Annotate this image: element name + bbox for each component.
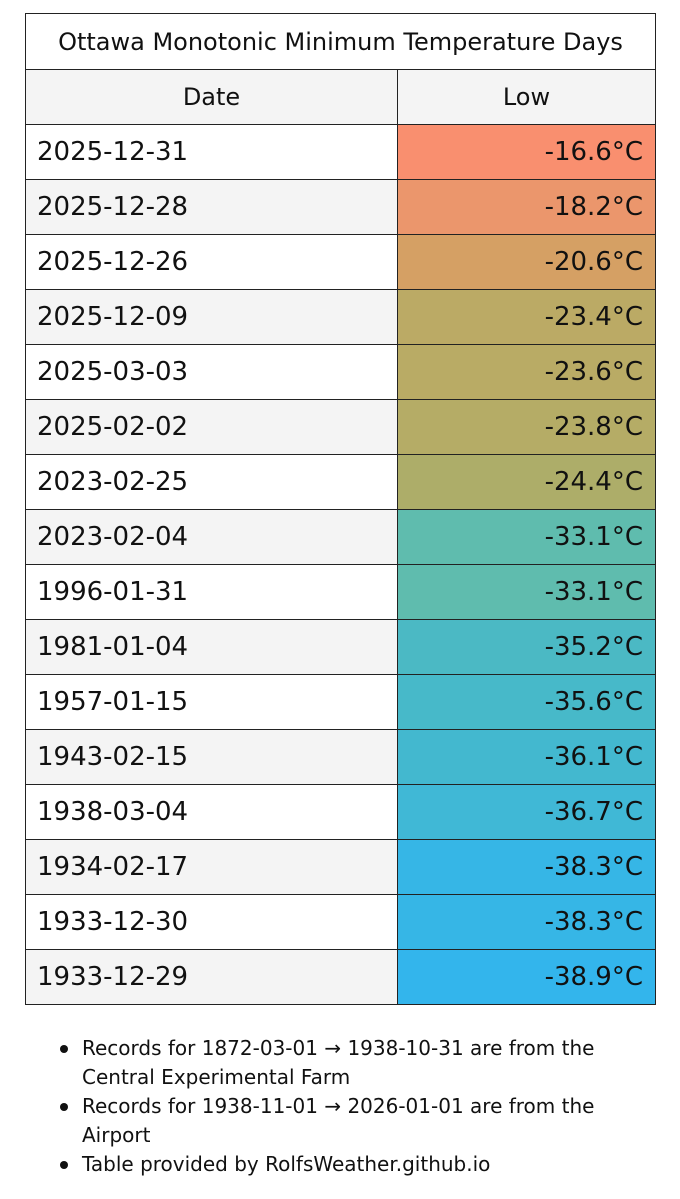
table-row: 1943-02-15 -36.1°C [25, 729, 656, 785]
table-row: 2025-03-03 -23.6°C [25, 344, 656, 400]
table-body: 2025-12-31 -16.6°C 2025-12-28 -18.2°C 2025-1… [25, 124, 656, 1005]
date-cell: 1934-02-17 [25, 839, 398, 895]
table-row: 1934-02-17 -38.3°C [25, 839, 656, 895]
table-row: 2023-02-25 -24.4°C [25, 454, 656, 510]
notes-list: Records for 1872-03-01 → 1938-10-31 are … [57, 1034, 657, 1179]
note-item: Records for 1938-11-01 → 2026-01-01 are … [57, 1092, 657, 1150]
table-row: 1938-03-04 -36.7°C [25, 784, 656, 840]
table-row: 1957-01-15 -35.6°C [25, 674, 656, 730]
low-temperature-cell: -20.6°C [397, 234, 656, 290]
low-temperature-cell: -23.6°C [397, 344, 656, 400]
table-row: 2023-02-04 -33.1°C [25, 509, 656, 565]
low-temperature-cell: -35.2°C [397, 619, 656, 675]
temperature-table: Ottawa Monotonic Minimum Temperature Day… [25, 13, 656, 1005]
table-header-row: Date Low [25, 69, 656, 125]
low-temperature-cell: -36.1°C [397, 729, 656, 785]
column-header-low: Low [397, 69, 656, 125]
date-cell: 1957-01-15 [25, 674, 398, 730]
date-cell: 2025-03-03 [25, 344, 398, 400]
low-temperature-cell: -38.3°C [397, 894, 656, 950]
date-cell: 1933-12-30 [25, 894, 398, 950]
low-temperature-cell: -33.1°C [397, 509, 656, 565]
date-cell: 2023-02-25 [25, 454, 398, 510]
low-temperature-cell: -38.9°C [397, 949, 656, 1005]
temperature-table-container: Ottawa Monotonic Minimum Temperature Day… [25, 13, 656, 1005]
date-cell: 2025-12-28 [25, 179, 398, 235]
table-row: 2025-12-28 -18.2°C [25, 179, 656, 235]
note-item: Records for 1872-03-01 → 1938-10-31 are … [57, 1034, 657, 1092]
low-temperature-cell: -35.6°C [397, 674, 656, 730]
low-temperature-cell: -38.3°C [397, 839, 656, 895]
date-cell: 2025-12-09 [25, 289, 398, 345]
low-temperature-cell: -23.4°C [397, 289, 656, 345]
date-cell: 2023-02-04 [25, 509, 398, 565]
table-row: 2025-12-26 -20.6°C [25, 234, 656, 290]
date-cell: 1933-12-29 [25, 949, 398, 1005]
date-cell: 2025-02-02 [25, 399, 398, 455]
table-row: 2025-02-02 -23.8°C [25, 399, 656, 455]
column-header-date: Date [25, 69, 398, 125]
table-row: 1933-12-29 -38.9°C [25, 949, 656, 1005]
table-row: 2025-12-31 -16.6°C [25, 124, 656, 180]
table-title: Ottawa Monotonic Minimum Temperature Day… [25, 13, 656, 70]
table-row: 1996-01-31 -33.1°C [25, 564, 656, 620]
low-temperature-cell: -36.7°C [397, 784, 656, 840]
table-row: 2025-12-09 -23.4°C [25, 289, 656, 345]
date-cell: 1981-01-04 [25, 619, 398, 675]
table-row: 1981-01-04 -35.2°C [25, 619, 656, 675]
table-title-row: Ottawa Monotonic Minimum Temperature Day… [25, 13, 656, 70]
date-cell: 2025-12-31 [25, 124, 398, 180]
date-cell: 1938-03-04 [25, 784, 398, 840]
low-temperature-cell: -18.2°C [397, 179, 656, 235]
low-temperature-cell: -23.8°C [397, 399, 656, 455]
date-cell: 1996-01-31 [25, 564, 398, 620]
low-temperature-cell: -16.6°C [397, 124, 656, 180]
low-temperature-cell: -33.1°C [397, 564, 656, 620]
low-temperature-cell: -24.4°C [397, 454, 656, 510]
date-cell: 1943-02-15 [25, 729, 398, 785]
table-row: 1933-12-30 -38.3°C [25, 894, 656, 950]
date-cell: 2025-12-26 [25, 234, 398, 290]
note-item: Table provided by RolfsWeather.github.io [57, 1150, 657, 1179]
